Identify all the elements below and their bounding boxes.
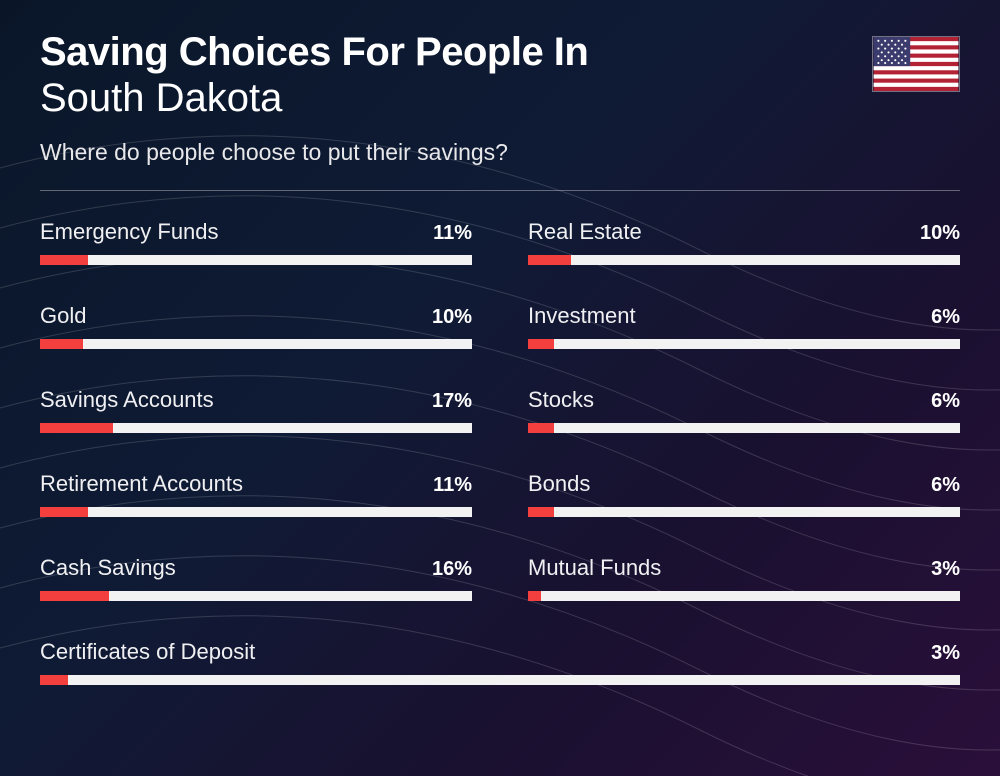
- bar-track: [40, 339, 472, 349]
- bar-fill: [40, 423, 113, 433]
- bar-item: Cash Savings 16%: [40, 555, 472, 601]
- bar-item-head: Certificates of Deposit 3%: [40, 639, 960, 665]
- bar-item: Certificates of Deposit 3%: [40, 639, 960, 685]
- bar-fill: [40, 255, 88, 265]
- bar-item: Stocks 6%: [528, 387, 960, 433]
- bar-item-label: Mutual Funds: [528, 555, 661, 581]
- bar-item-value: 17%: [432, 390, 472, 413]
- bar-track: [528, 507, 960, 517]
- page-subtitle: South Dakota: [40, 76, 960, 121]
- bar-item: Mutual Funds 3%: [528, 555, 960, 601]
- bar-item-value: 10%: [920, 222, 960, 245]
- bar-item-head: Bonds 6%: [528, 471, 960, 497]
- bar-track: [528, 591, 960, 601]
- bar-item-head: Cash Savings 16%: [40, 555, 472, 581]
- bar-item-label: Real Estate: [528, 219, 642, 245]
- bar-item-label: Gold: [40, 303, 86, 329]
- bar-item-value: 16%: [432, 558, 472, 581]
- bar-item: Emergency Funds 11%: [40, 219, 472, 265]
- bar-item-value: 6%: [931, 474, 960, 497]
- bar-item: Bonds 6%: [528, 471, 960, 517]
- bar-track: [40, 675, 960, 685]
- page-question: Where do people choose to put their savi…: [40, 139, 960, 166]
- bar-item-value: 11%: [433, 474, 472, 497]
- bar-fill: [40, 591, 109, 601]
- bar-item: Real Estate 10%: [528, 219, 960, 265]
- bar-item: Investment 6%: [528, 303, 960, 349]
- bar-item-label: Bonds: [528, 471, 590, 497]
- bar-item-head: Savings Accounts 17%: [40, 387, 472, 413]
- flag-icon: [872, 36, 960, 92]
- bar-track: [528, 255, 960, 265]
- bar-item-label: Emergency Funds: [40, 219, 219, 245]
- divider: [40, 190, 960, 191]
- bar-fill: [40, 339, 83, 349]
- bar-item-value: 6%: [931, 390, 960, 413]
- bar-track: [528, 339, 960, 349]
- bar-track: [528, 423, 960, 433]
- bar-item: Savings Accounts 17%: [40, 387, 472, 433]
- bar-fill: [40, 675, 68, 685]
- bar-fill: [528, 255, 571, 265]
- bar-item-head: Gold 10%: [40, 303, 472, 329]
- bar-fill: [528, 507, 554, 517]
- bar-item-head: Emergency Funds 11%: [40, 219, 472, 245]
- bar-item-label: Retirement Accounts: [40, 471, 243, 497]
- bar-item: Retirement Accounts 11%: [40, 471, 472, 517]
- bar-item-head: Mutual Funds 3%: [528, 555, 960, 581]
- bar-item-value: 11%: [433, 222, 472, 245]
- bar-item-head: Investment 6%: [528, 303, 960, 329]
- bar-fill: [528, 591, 541, 601]
- bar-item-label: Certificates of Deposit: [40, 639, 255, 665]
- bar-track: [40, 255, 472, 265]
- bar-item-label: Investment: [528, 303, 636, 329]
- bar-track: [40, 591, 472, 601]
- bar-track: [40, 507, 472, 517]
- bar-item-label: Stocks: [528, 387, 594, 413]
- bar-item-value: 3%: [931, 642, 960, 665]
- bar-item-head: Real Estate 10%: [528, 219, 960, 245]
- bar-fill: [528, 423, 554, 433]
- bar-fill: [40, 507, 88, 517]
- chart-grid: Emergency Funds 11% Real Estate 10% Gold 10% I…: [40, 219, 960, 685]
- bar-item-label: Savings Accounts: [40, 387, 214, 413]
- bar-track: [40, 423, 472, 433]
- page-title: Saving Choices For People In: [40, 30, 960, 74]
- bar-item-head: Stocks 6%: [528, 387, 960, 413]
- bar-item: Gold 10%: [40, 303, 472, 349]
- bar-item-head: Retirement Accounts 11%: [40, 471, 472, 497]
- bar-item-value: 10%: [432, 306, 472, 329]
- bar-item-value: 3%: [931, 558, 960, 581]
- header: Saving Choices For People In South Dakot…: [40, 30, 960, 166]
- bar-item-label: Cash Savings: [40, 555, 176, 581]
- bar-fill: [528, 339, 554, 349]
- bar-item-value: 6%: [931, 306, 960, 329]
